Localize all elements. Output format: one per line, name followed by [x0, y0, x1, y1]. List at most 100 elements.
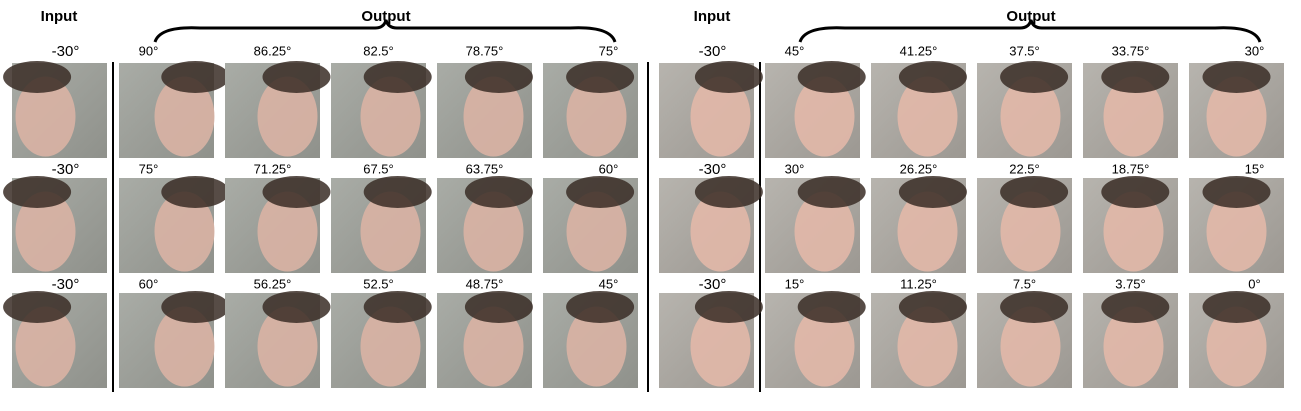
hair-shape [3, 291, 72, 323]
face-shape [794, 191, 855, 272]
hair-shape [161, 176, 230, 208]
output-brace [153, 19, 617, 43]
hair-shape [1101, 61, 1170, 93]
output-angle: 45° [785, 43, 805, 58]
face-shape [15, 191, 76, 272]
face-shape [794, 76, 855, 157]
face-shape [897, 76, 958, 157]
output-angle: 90° [139, 43, 159, 58]
hair-shape [363, 61, 432, 93]
face-shape [257, 191, 318, 272]
output-angle: 18.75° [1112, 161, 1150, 176]
hair-shape [694, 176, 763, 208]
hair-shape [363, 176, 432, 208]
face-shape [1103, 191, 1164, 272]
hair-shape [898, 291, 967, 323]
output-angle: 56.25° [254, 276, 292, 291]
hair-shape [898, 61, 967, 93]
face-shape [15, 76, 76, 157]
face-shape [154, 76, 215, 157]
input-angle: -30° [52, 161, 80, 178]
face-shape [897, 306, 958, 387]
output-angle: 86.25° [254, 43, 292, 58]
face-shape [1206, 306, 1267, 387]
face-shape [690, 76, 751, 157]
hair-shape [464, 61, 533, 93]
hair-shape [694, 291, 763, 323]
hair-shape [566, 176, 635, 208]
face-shape [1206, 76, 1267, 157]
input-angle: -30° [52, 276, 80, 293]
hair-shape [1000, 176, 1069, 208]
hair-shape [1000, 61, 1069, 93]
input-angle: -30° [52, 43, 80, 60]
output-angle: 22.5° [1009, 161, 1040, 176]
input-header: Input [694, 8, 731, 25]
face-shape [897, 191, 958, 272]
hair-shape [566, 61, 635, 93]
face-shape [1000, 191, 1061, 272]
face-shape [463, 76, 524, 157]
face-shape [1000, 306, 1061, 387]
output-angle: 45° [599, 276, 619, 291]
output-angle: 15° [1245, 161, 1265, 176]
output-header: Output [361, 8, 410, 25]
hair-shape [161, 291, 230, 323]
face-shape [1000, 76, 1061, 157]
hair-shape [1101, 291, 1170, 323]
output-angle: 82.5° [363, 43, 394, 58]
output-angle: 71.25° [254, 161, 292, 176]
face-shape [360, 76, 421, 157]
output-angle: 11.25° [900, 276, 937, 291]
input-angle: -30° [699, 161, 727, 178]
output-angle: 41.25° [900, 43, 938, 58]
face-shape [360, 191, 421, 272]
output-angle: 37.5° [1009, 43, 1040, 58]
output-angle: 0° [1248, 276, 1260, 291]
output-angle: 67.5° [363, 161, 394, 176]
face-shape [566, 306, 627, 387]
output-header: Output [1006, 8, 1055, 25]
hair-shape [797, 61, 866, 93]
hair-shape [898, 176, 967, 208]
hair-shape [1101, 176, 1170, 208]
hair-shape [464, 291, 533, 323]
face-shape [463, 306, 524, 387]
output-brace [798, 19, 1262, 43]
face-shape [690, 306, 751, 387]
hair-shape [1000, 291, 1069, 323]
face-shape [15, 306, 76, 387]
face-shape [566, 191, 627, 272]
output-angle: 7.5° [1013, 276, 1036, 291]
face-shape [154, 306, 215, 387]
output-angle: 30° [785, 161, 805, 176]
hair-shape [363, 291, 432, 323]
face-shape [794, 306, 855, 387]
output-angle: 60° [139, 276, 159, 291]
hair-shape [1202, 176, 1271, 208]
output-angle: 33.75° [1112, 43, 1150, 58]
face-shape [1206, 191, 1267, 272]
input-angle: -30° [699, 43, 727, 60]
input-angle: -30° [699, 276, 727, 293]
output-angle: 3.75° [1115, 276, 1146, 291]
face-shape [1103, 76, 1164, 157]
hair-shape [262, 176, 331, 208]
input-header: Input [41, 8, 78, 25]
output-angle: 75° [599, 43, 619, 58]
hair-shape [3, 61, 72, 93]
face-shape [257, 306, 318, 387]
output-angle: 26.25° [900, 161, 938, 176]
face-shape [463, 191, 524, 272]
output-angle: 15° [785, 276, 805, 291]
hair-shape [262, 291, 331, 323]
output-angle: 78.75° [466, 43, 504, 58]
hair-shape [3, 176, 72, 208]
face-shape [257, 76, 318, 157]
hair-shape [161, 61, 230, 93]
output-angle: 48.75° [466, 276, 504, 291]
hair-shape [566, 291, 635, 323]
face-shape [566, 76, 627, 157]
hair-shape [262, 61, 331, 93]
